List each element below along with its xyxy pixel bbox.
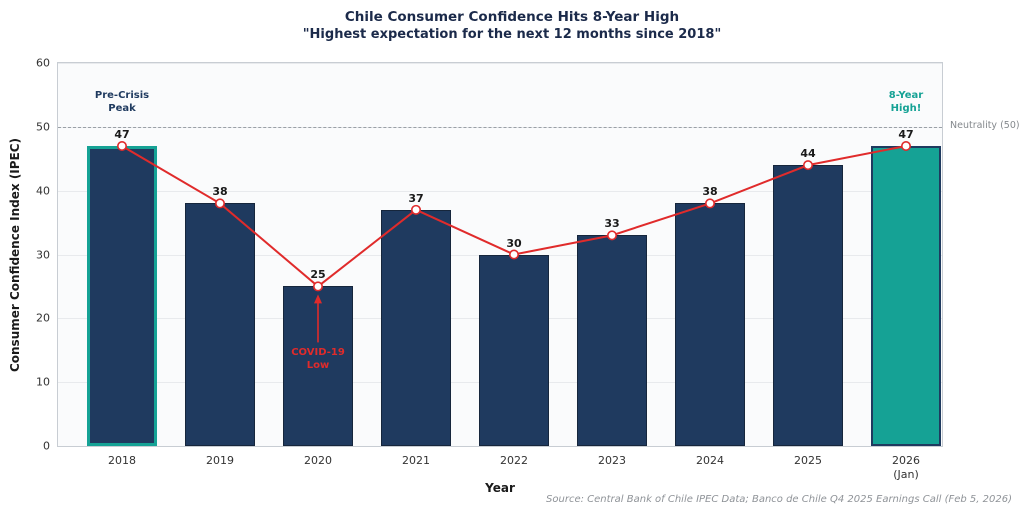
bar [87, 145, 157, 446]
x-tick-label: 2023 [598, 454, 626, 467]
gridline [58, 63, 942, 64]
x-tick-label: 2020 [304, 454, 332, 467]
annotation-covid-low: COVID-19 Low [291, 347, 345, 372]
plot-area: 0 10 20 30 40 50 60 47 2018 38 2019 25 2020 37 2021 30 2… [36, 57, 943, 481]
bar-value-label: 47 [114, 127, 130, 141]
y-tick-label: 60 [36, 56, 50, 70]
y-axis-label-wrap: Consumer Confidence Index (IPEC) [0, 62, 30, 447]
bar [675, 203, 745, 446]
bar-value-label: 25 [310, 268, 326, 282]
y-axis-label: Consumer Confidence Index (IPEC) [8, 137, 22, 372]
x-tick-label: 2026 (Jan) [892, 454, 920, 481]
annotation-eight-year-high: 8-Year High! [888, 89, 924, 114]
y-tick-label: 20 [36, 311, 50, 325]
y-tick-label: 0 [43, 439, 50, 453]
y-tick-label: 40 [36, 184, 50, 198]
bar-value-label: 30 [506, 236, 522, 250]
bar-value-label: 37 [408, 191, 424, 205]
x-tick-label: 2018 [108, 454, 136, 467]
neutrality-line [58, 126, 942, 128]
y-tick-label: 30 [36, 248, 50, 261]
bar [479, 254, 549, 446]
bar-value-label: 38 [212, 185, 228, 199]
y-tick-label: 10 [36, 375, 50, 389]
annotation-pre-crisis-peak: Pre-Crisis Peak [94, 89, 150, 114]
chart-title: Chile Consumer Confidence Hits 8-Year Hi… [344, 9, 680, 25]
bar [577, 235, 647, 446]
bar-value-label: 38 [702, 185, 718, 199]
source-note: Source: Central Bank of Chile IPEC Data;… [546, 494, 1012, 505]
bar-value-label: 47 [898, 127, 914, 141]
x-tick-label: 2022 [500, 454, 528, 467]
x-axis-label: Year [485, 481, 515, 495]
x-tick-label: 2021 [402, 454, 430, 467]
bar [381, 209, 451, 446]
bar [283, 286, 353, 446]
x-tick-label: 2024 [696, 454, 724, 467]
y-tick-label: 50 [36, 120, 50, 134]
bar-value-label: 44 [800, 147, 816, 161]
x-tick-label: 2025 [794, 454, 822, 467]
neutrality-label: Neutrality (50) [950, 119, 1020, 131]
chart-subtitle: "Highest expectation for the next 12 mon… [302, 27, 722, 42]
x-tick-label: 2019 [206, 454, 234, 467]
bar [773, 165, 843, 446]
bar [871, 145, 941, 446]
bar-value-label: 33 [604, 217, 620, 231]
bar [185, 203, 255, 446]
